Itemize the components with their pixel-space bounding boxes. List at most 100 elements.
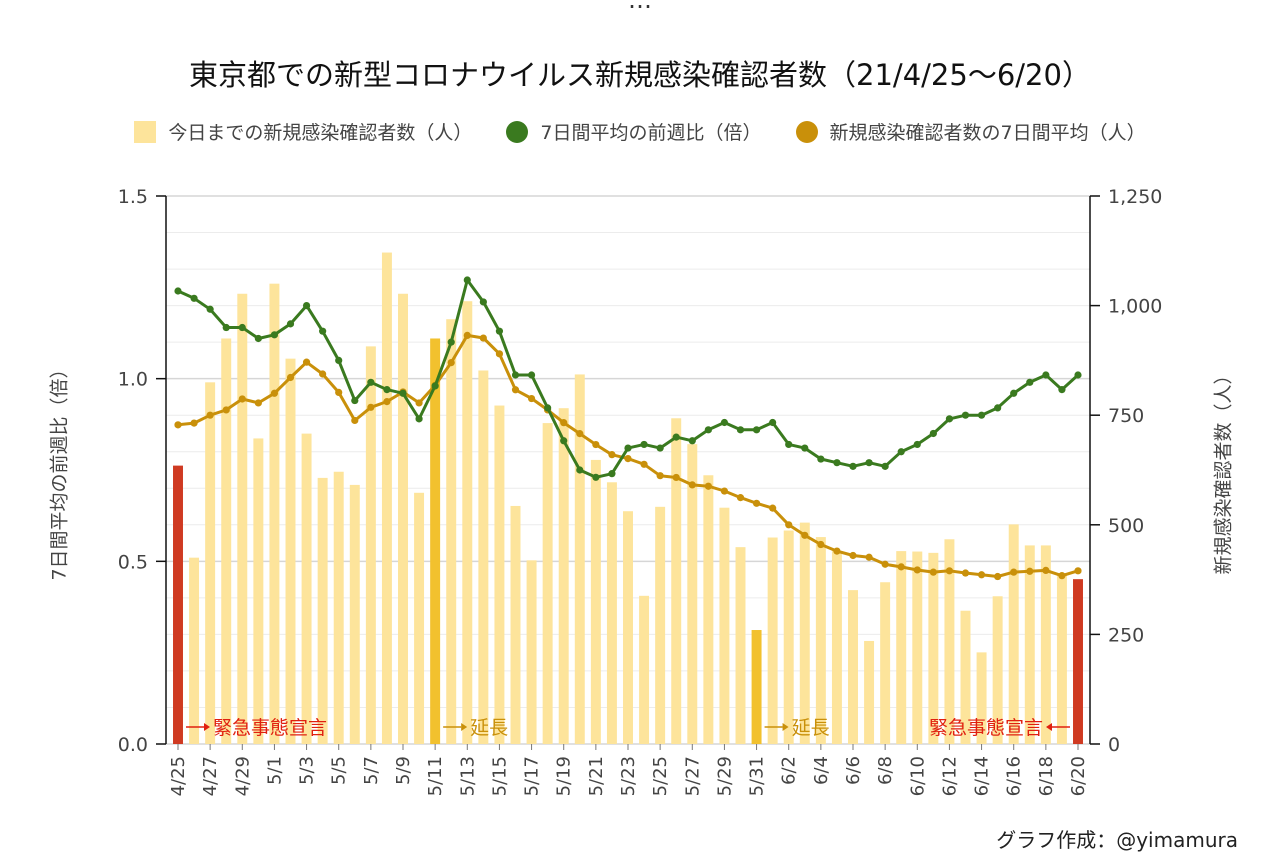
average-line-point-6/7 xyxy=(865,553,873,561)
x-tick-label-6/18: 6/18 xyxy=(1036,756,1057,796)
average-line-point-5/21 xyxy=(592,440,600,449)
bar-5/10 xyxy=(414,492,425,744)
ratio-line-point-6/18 xyxy=(1042,371,1050,379)
x-tick-label-5/19: 5/19 xyxy=(554,756,575,796)
average-line-point-6/17 xyxy=(1026,567,1034,575)
ratio-line-point-5/3 xyxy=(302,302,311,310)
ratio-line-point-6/8 xyxy=(881,462,889,470)
legend: 今日までの新規感染確認者数（人） 7日間平均の前週比（倍） 新規感染確認者数の7… xyxy=(0,118,1280,145)
legend-label-ratio: 7日間平均の前週比（倍） xyxy=(540,122,762,144)
ratio-line-point-5/28 xyxy=(704,426,712,434)
x-tick-label-5/25: 5/25 xyxy=(650,756,671,796)
y-right-tick-label: 1,000 xyxy=(1108,296,1162,318)
x-tick-label-6/6: 6/6 xyxy=(843,756,864,785)
bar-5/4 xyxy=(317,477,328,744)
y-left-tick-label: 1.5 xyxy=(118,186,148,208)
x-tick-label-5/9: 5/9 xyxy=(393,756,414,785)
ratio-line-point-6/14 xyxy=(977,411,986,419)
x-tick-label-6/2: 6/2 xyxy=(779,756,800,785)
average-line-point-6/16 xyxy=(1010,568,1018,576)
ratio-line-point-5/29 xyxy=(720,418,729,427)
bar-5/18 xyxy=(542,423,553,744)
bar-5/31 xyxy=(751,630,762,744)
ratio-line-point-6/1 xyxy=(769,418,777,427)
y-axis-right-ticks: 0 250 500 750 1,000 1,250 xyxy=(1090,186,1162,756)
legend-item-average[interactable]: 新規感染確認者数の7日間平均（人） xyxy=(795,118,1146,145)
bar-5/1 xyxy=(269,283,280,744)
bar-6/4 xyxy=(815,537,826,744)
bar-5/8 xyxy=(381,252,392,745)
ratio-line-point-4/30 xyxy=(254,334,262,343)
ratio-line-point-5/1 xyxy=(270,331,279,339)
average-line-point-5/28 xyxy=(704,482,712,490)
bar-5/17 xyxy=(526,560,537,744)
x-tick-label-4/25: 4/25 xyxy=(168,756,189,796)
ratio-line-point-6/2 xyxy=(785,440,793,449)
ratio-line-point-6/9 xyxy=(897,448,905,456)
average-line-point-6/10 xyxy=(913,566,921,574)
y-left-tick-label: 1.0 xyxy=(118,369,148,391)
ratio-line-point-5/13 xyxy=(463,276,471,284)
average-line-point-5/10 xyxy=(415,399,423,407)
x-tick-label-6/12: 6/12 xyxy=(939,756,960,796)
bar-6/16 xyxy=(1008,524,1019,744)
bar-5/30 xyxy=(735,547,746,744)
bar-5/7 xyxy=(365,346,376,744)
average-line-point-5/5 xyxy=(335,388,343,397)
average-line-point-6/9 xyxy=(897,563,905,571)
average-line-point-6/1 xyxy=(769,504,777,512)
y-right-tick-label: 0 xyxy=(1108,734,1120,756)
ratio-line-point-6/11 xyxy=(929,429,937,438)
x-tick-label-5/15: 5/15 xyxy=(489,756,510,796)
average-line-point-5/29 xyxy=(720,487,729,495)
x-tick-label-6/20: 6/20 xyxy=(1068,756,1089,796)
bar-5/15 xyxy=(494,405,505,744)
average-line-point-4/28 xyxy=(222,406,230,414)
ratio-line-point-5/31 xyxy=(752,426,761,434)
ratio-line-point-6/15 xyxy=(994,404,1002,412)
ratio-line-point-5/30 xyxy=(736,426,745,434)
average-line-point-5/19 xyxy=(560,419,568,427)
x-tick-label-5/23: 5/23 xyxy=(618,756,639,796)
annotation-arrowhead-3 xyxy=(1046,723,1052,731)
bar-5/9 xyxy=(398,293,408,744)
x-tick-label-5/13: 5/13 xyxy=(457,756,478,796)
bar-5/12 xyxy=(446,319,457,744)
bar-6/9 xyxy=(896,551,907,744)
bar-5/19 xyxy=(558,408,569,744)
y-right-tick-label: 750 xyxy=(1108,405,1144,427)
bar-series xyxy=(173,252,1083,745)
x-tick-label-5/3: 5/3 xyxy=(297,756,318,785)
bar-4/26 xyxy=(189,557,200,744)
ratio-line-point-5/10 xyxy=(415,415,423,423)
legend-swatch-ratio xyxy=(506,120,529,143)
ratio-line-point-5/17 xyxy=(527,371,536,379)
ratio-line-point-6/7 xyxy=(865,459,873,467)
average-line-point-4/27 xyxy=(206,411,214,419)
bar-5/26 xyxy=(671,418,682,744)
average-line-point-5/1 xyxy=(270,389,279,397)
ratio-line-point-4/27 xyxy=(206,305,214,313)
ratio-line-point-6/3 xyxy=(801,444,809,452)
ratio-line-point-5/26 xyxy=(672,433,680,441)
x-tick-label-5/27: 5/27 xyxy=(682,756,703,796)
legend-item-ratio[interactable]: 7日間平均の前週比（倍） xyxy=(506,118,762,145)
annotation-arrowhead-1 xyxy=(461,723,468,731)
average-line-point-6/13 xyxy=(961,569,970,577)
legend-item-cases[interactable]: 今日までの新規感染確認者数（人） xyxy=(134,118,472,145)
average-line-point-5/22 xyxy=(608,451,616,459)
average-line-point-6/19 xyxy=(1058,572,1066,580)
ratio-line-point-5/12 xyxy=(447,338,455,346)
ratio-line-point-5/11 xyxy=(431,382,439,390)
x-tick-label-5/7: 5/7 xyxy=(361,756,382,785)
average-line-point-5/31 xyxy=(752,499,761,507)
bar-5/13 xyxy=(462,301,473,744)
average-line-point-6/20 xyxy=(1074,567,1082,575)
ratio-line-point-6/20 xyxy=(1074,371,1082,379)
bar-5/22 xyxy=(606,482,617,744)
ratio-line-point-5/9 xyxy=(399,389,407,397)
bar-6/12 xyxy=(944,539,955,744)
legend-swatch-average xyxy=(795,120,818,143)
bar-6/15 xyxy=(992,596,1003,744)
